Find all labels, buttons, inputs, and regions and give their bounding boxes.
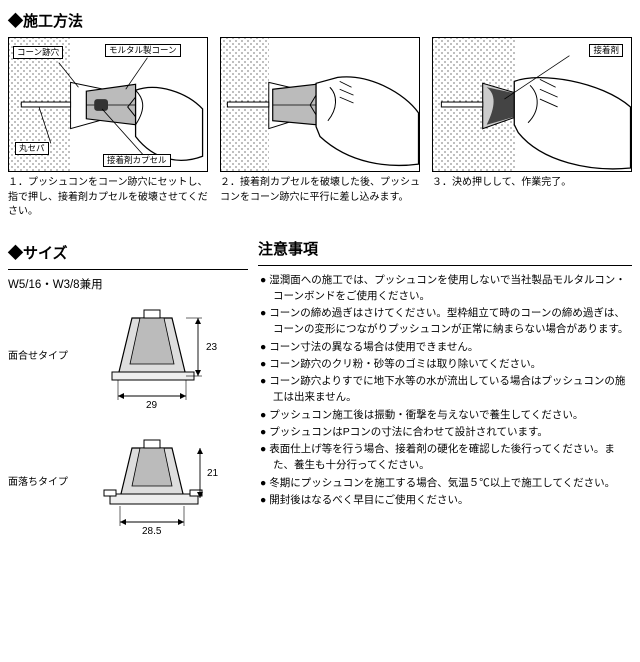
note-item: コーン跡穴よりすでに地下水等の水が流出している場合はプッシュコンの施工は出来ませ… [260,373,632,406]
type-b-width-text: 28.5 [142,526,162,536]
type-a-height-text: 23 [206,342,218,353]
note-item: プッシュコンはPコンの寸法に合わせて設計されています。 [260,424,632,440]
label-capsule: 接着剤カプセル [103,154,171,167]
type-a-label: 面合せタイプ [8,347,70,362]
note-item: コーン寸法の異なる場合は使用できません。 [260,339,632,355]
size-column: ◆サイズ W5/16・W3/8兼用 面合せタイプ [8,238,248,552]
step-1: コーン跡穴 モルタル製コーン 丸セパ 接着剤カプセル １．プッシュコンをコーン跡… [8,37,208,220]
step-1-illustration: コーン跡穴 モルタル製コーン 丸セパ 接着剤カプセル [8,37,208,172]
notes-list: 湿潤面への施工では、プッシュコンを使用しないで当社製品モルタルコン・コーンボンド… [258,272,632,509]
size-divider [8,269,248,270]
note-item: 湿潤面への施工では、プッシュコンを使用しないで当社製品モルタルコン・コーンボンド… [260,272,632,305]
notes-heading: 注意事項 [258,238,632,259]
type-b-row: 面落ちタイプ 21 [8,426,248,536]
label-mortar-cone: モルタル製コーン [105,44,181,57]
note-item: プッシュコン施工後は振動・衝撃を与えないで養生してください。 [260,407,632,423]
type-a-width-text: 29 [146,400,158,410]
label-cone-hole: コーン跡穴 [13,46,63,59]
type-b-height-text: 21 [207,468,219,479]
type-b-drawing: 21 28.5 [82,426,222,536]
note-item: コーンの締め過ぎはさけてください。型枠組立て時のコーンの締め過ぎは、コーンの変形… [260,305,632,338]
label-sepa: 丸セパ [15,142,49,155]
note-item: コーン跡穴のクリ粉・砂等のゴミは取り除いてください。 [260,356,632,372]
step-2-illustration [220,37,420,172]
size-compat: W5/16・W3/8兼用 [8,276,248,292]
size-heading: ◆サイズ [8,242,248,263]
label-glue: 接着剤 [589,44,623,57]
step-2: ２．接着剤カプセルを破壊した後、プッシュコンをコーン跡穴に平行に差し込みます。 [220,37,420,220]
step-3-caption: ３．決め押しして、作業完了。 [432,176,632,191]
step-2-caption: ２．接着剤カプセルを破壊した後、プッシュコンをコーン跡穴に平行に差し込みます。 [220,176,420,205]
method-heading: ◆施工方法 [8,10,632,31]
note-item: 表面仕上げ等を行う場合、接着剤の硬化を確認した後行ってください。また、養生も十分… [260,441,632,474]
type-a-row: 面合せタイプ [8,300,248,410]
type-b-label: 面落ちタイプ [8,473,70,488]
note-item: 冬期にプッシュコンを施工する場合、気温５℃以上で施工してください。 [260,475,632,491]
step-1-caption: １．プッシュコンをコーン跡穴にセットし、指で押し、接着剤カプセルを破壊させてくだ… [8,176,208,220]
lower-row: ◆サイズ W5/16・W3/8兼用 面合せタイプ [8,238,632,552]
step-3-illustration: 接着剤 [432,37,632,172]
note-item: 開封後はなるべく早目にご使用ください。 [260,492,632,508]
notes-column: 注意事項 湿潤面への施工では、プッシュコンを使用しないで当社製品モルタルコン・コ… [258,238,632,510]
steps-row: コーン跡穴 モルタル製コーン 丸セパ 接着剤カプセル １．プッシュコンをコーン跡… [8,37,632,220]
type-a-drawing: 23 29 [82,300,222,410]
step-3: 接着剤 ３．決め押しして、作業完了。 [432,37,632,220]
notes-divider [258,265,632,266]
